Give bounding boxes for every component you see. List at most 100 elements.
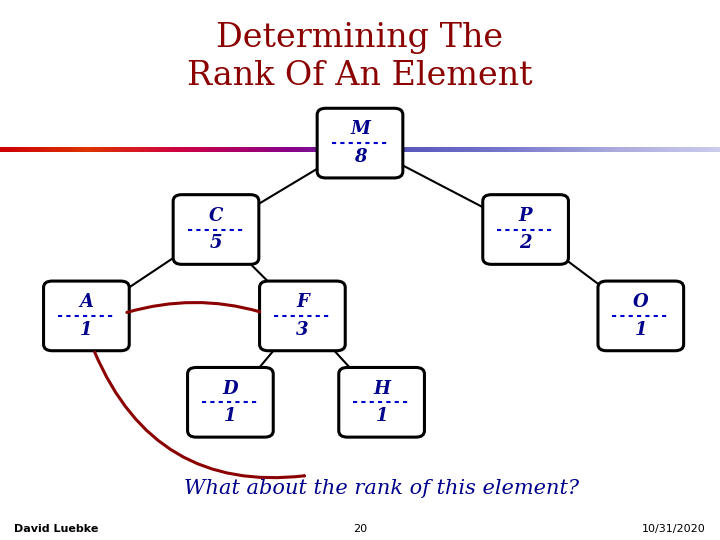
- Bar: [29, 147, 33, 152]
- Bar: [468, 147, 472, 152]
- Bar: [295, 147, 300, 152]
- Bar: [716, 147, 720, 152]
- Bar: [180, 147, 184, 152]
- Bar: [79, 147, 84, 152]
- Bar: [112, 147, 116, 152]
- Text: 3: 3: [296, 321, 309, 339]
- Text: 1: 1: [634, 321, 647, 339]
- Bar: [446, 147, 451, 152]
- Bar: [608, 147, 613, 152]
- Bar: [155, 147, 159, 152]
- Bar: [428, 147, 433, 152]
- Bar: [133, 147, 138, 152]
- Bar: [569, 147, 573, 152]
- Bar: [421, 147, 426, 152]
- Text: 2: 2: [519, 234, 532, 252]
- Bar: [349, 147, 354, 152]
- Bar: [540, 147, 544, 152]
- Bar: [360, 147, 364, 152]
- Bar: [335, 147, 339, 152]
- Bar: [547, 147, 552, 152]
- Bar: [227, 147, 231, 152]
- Bar: [572, 147, 577, 152]
- Bar: [317, 147, 321, 152]
- Bar: [515, 147, 519, 152]
- Bar: [450, 147, 454, 152]
- Bar: [18, 147, 22, 152]
- Bar: [457, 147, 462, 152]
- Bar: [612, 147, 616, 152]
- Bar: [241, 147, 246, 152]
- Bar: [36, 147, 40, 152]
- Text: Determining The
Rank Of An Element: Determining The Rank Of An Element: [187, 22, 533, 92]
- Bar: [144, 147, 148, 152]
- Bar: [587, 147, 591, 152]
- Bar: [709, 147, 714, 152]
- Bar: [320, 147, 325, 152]
- FancyBboxPatch shape: [187, 367, 274, 437]
- Bar: [277, 147, 282, 152]
- Bar: [634, 147, 638, 152]
- Bar: [698, 147, 703, 152]
- Bar: [486, 147, 490, 152]
- Bar: [562, 147, 566, 152]
- Bar: [497, 147, 501, 152]
- Text: 1: 1: [80, 321, 93, 339]
- Bar: [529, 147, 534, 152]
- Bar: [443, 147, 447, 152]
- Bar: [162, 147, 166, 152]
- Bar: [378, 147, 382, 152]
- Bar: [61, 147, 66, 152]
- Bar: [43, 147, 48, 152]
- Bar: [151, 147, 156, 152]
- Text: 10/31/2020: 10/31/2020: [642, 523, 706, 534]
- Bar: [680, 147, 685, 152]
- Bar: [371, 147, 375, 152]
- Bar: [464, 147, 469, 152]
- Bar: [148, 147, 152, 152]
- Bar: [115, 147, 120, 152]
- Bar: [173, 147, 177, 152]
- Bar: [126, 147, 130, 152]
- Bar: [122, 147, 127, 152]
- Text: 1: 1: [224, 407, 237, 425]
- Bar: [626, 147, 631, 152]
- Bar: [407, 147, 411, 152]
- Bar: [342, 147, 346, 152]
- Bar: [72, 147, 76, 152]
- Bar: [158, 147, 163, 152]
- Bar: [223, 147, 228, 152]
- Bar: [418, 147, 422, 152]
- Bar: [396, 147, 400, 152]
- Bar: [439, 147, 444, 152]
- Bar: [119, 147, 123, 152]
- Bar: [86, 147, 91, 152]
- Bar: [104, 147, 109, 152]
- Bar: [14, 147, 19, 152]
- Bar: [533, 147, 537, 152]
- Bar: [11, 147, 15, 152]
- Bar: [198, 147, 202, 152]
- Bar: [655, 147, 660, 152]
- Bar: [108, 147, 112, 152]
- Bar: [187, 147, 192, 152]
- Bar: [356, 147, 361, 152]
- Text: H: H: [373, 380, 390, 397]
- Bar: [331, 147, 336, 152]
- Bar: [641, 147, 645, 152]
- Bar: [306, 147, 310, 152]
- Bar: [580, 147, 584, 152]
- Bar: [713, 147, 717, 152]
- Text: D: D: [222, 380, 238, 397]
- Bar: [691, 147, 696, 152]
- Bar: [616, 147, 620, 152]
- Bar: [652, 147, 656, 152]
- Bar: [461, 147, 465, 152]
- Bar: [364, 147, 368, 152]
- Bar: [32, 147, 37, 152]
- Bar: [706, 147, 710, 152]
- Bar: [274, 147, 278, 152]
- Bar: [176, 147, 181, 152]
- Bar: [666, 147, 670, 152]
- Bar: [266, 147, 271, 152]
